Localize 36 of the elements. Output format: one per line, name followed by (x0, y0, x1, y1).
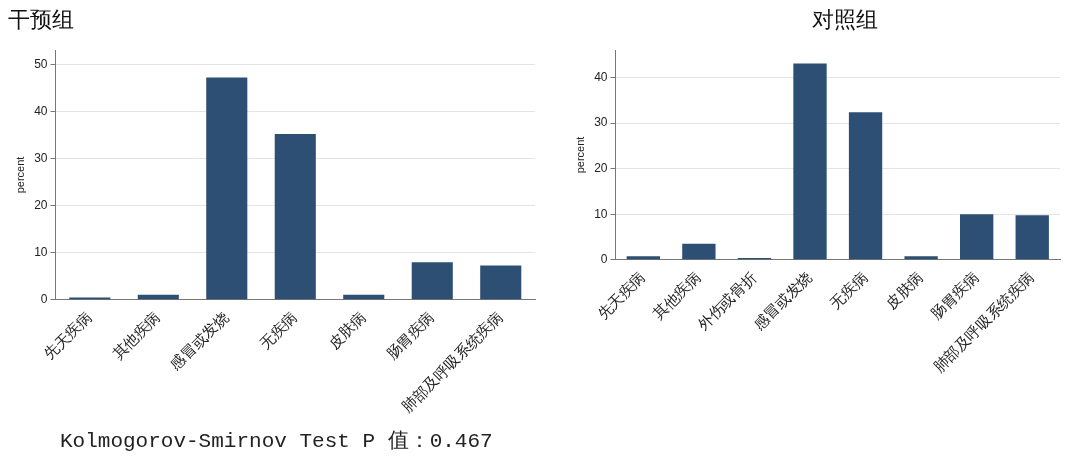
bar (682, 243, 716, 260)
bar (411, 262, 453, 300)
y-axis-title: percent (13, 156, 26, 194)
bar (626, 256, 660, 260)
x-tick-label: 先天疾病 (593, 268, 649, 324)
y-tick-label: 10 (594, 206, 608, 221)
y-tick-label: 10 (34, 245, 48, 260)
chart-title: 对照组 (811, 6, 879, 34)
bar (848, 112, 883, 260)
y-tick-label: 30 (594, 115, 608, 130)
text: Kolmogorov-Smirnov Test P 值：0.467 (60, 429, 494, 454)
x-tick-label: 感冒或发烧 (166, 308, 233, 374)
bar (1015, 215, 1049, 260)
y-tick-label: 50 (34, 56, 48, 71)
x-tick-label: 无疾病 (826, 268, 872, 313)
y-tick-label: 20 (594, 160, 608, 175)
x-tick-label: 其他疾病 (108, 308, 164, 364)
bar (206, 77, 248, 300)
bar (960, 214, 994, 260)
y-tick-label: 30 (34, 150, 48, 165)
bar (793, 63, 827, 260)
y-tick-label: 40 (34, 103, 48, 118)
x-tick-label: 皮肤病 (882, 268, 927, 313)
x-tick-label: 肠胃疾病 (382, 308, 438, 364)
y-tick-label: 40 (594, 69, 608, 84)
x-tick-label: 无疾病 (256, 308, 301, 353)
y-tick-label: 20 (34, 197, 48, 212)
y-axis-title: percent (573, 136, 586, 174)
x-tick-label: 先天疾病 (40, 308, 96, 364)
y-tick-label: 0 (600, 252, 608, 267)
bar (904, 256, 938, 260)
bar (480, 265, 522, 300)
x-tick-label: 皮肤病 (324, 308, 370, 353)
y-tick-label: 0 (40, 292, 48, 307)
chart-title: 干预组 (7, 6, 75, 34)
bar (274, 134, 316, 300)
